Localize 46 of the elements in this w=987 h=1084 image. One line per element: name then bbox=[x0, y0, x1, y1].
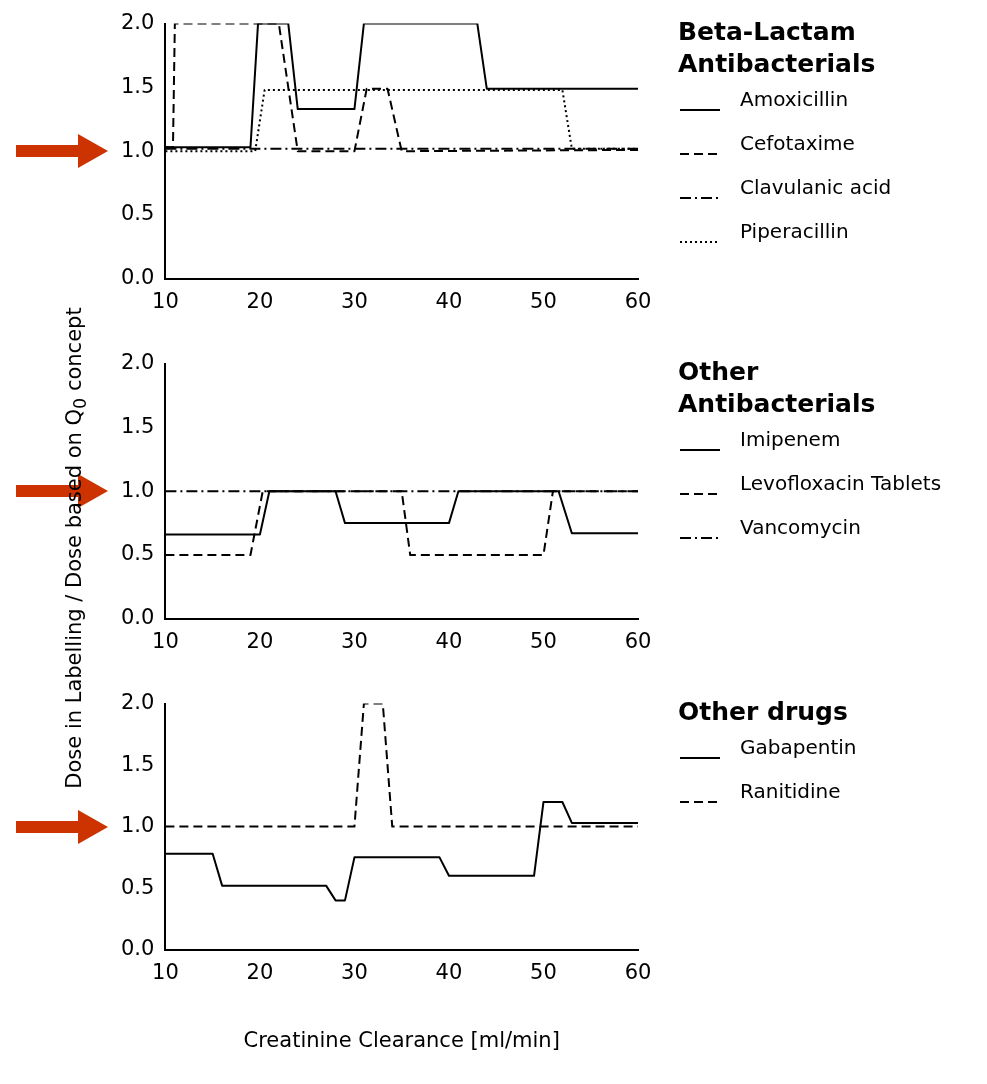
y-tick-label: 0.0 bbox=[120, 265, 155, 290]
x-tick-label: 30 bbox=[341, 628, 368, 653]
x-tick-label: 50 bbox=[530, 628, 557, 653]
y-tick-label: 2.0 bbox=[120, 10, 155, 35]
legend-label: Cefotaxime bbox=[740, 130, 856, 156]
y-tick-label: 1.0 bbox=[120, 477, 155, 502]
y-tick-label: 0.0 bbox=[120, 936, 155, 961]
x-tick-label: 60 bbox=[624, 288, 652, 313]
x-tick-label: 40 bbox=[435, 288, 463, 313]
x-tick-label: 20 bbox=[246, 288, 274, 313]
y-tick-label: 1.5 bbox=[120, 413, 155, 438]
legend-label: Vancomycin bbox=[740, 514, 862, 540]
x-tick-label: 30 bbox=[341, 288, 368, 313]
y-tick-label: 2.0 bbox=[120, 690, 155, 715]
x-tick-label: 60 bbox=[624, 628, 652, 653]
y-tick-label: 0.5 bbox=[120, 201, 155, 226]
legend-title: Other Antibacterials bbox=[678, 356, 877, 420]
legend-label: Clavulanic acid bbox=[740, 174, 893, 200]
x-tick-label: 50 bbox=[530, 959, 557, 984]
x-tick-label: 20 bbox=[246, 628, 274, 653]
x-axis-title: Creatinine Clearance [ml/min] bbox=[243, 1027, 560, 1052]
x-tick-label: 30 bbox=[341, 959, 368, 984]
y-tick-label: 0.5 bbox=[120, 541, 155, 566]
y-tick-label: 2.0 bbox=[120, 350, 155, 375]
legend-label: Piperacillin bbox=[740, 218, 850, 244]
x-tick-label: 40 bbox=[435, 959, 463, 984]
legend-label: Amoxicillin bbox=[740, 86, 850, 112]
legend-label: Gabapentin bbox=[740, 734, 858, 760]
x-tick-label: 60 bbox=[624, 959, 652, 984]
y-tick-label: 1.5 bbox=[120, 751, 155, 776]
x-tick-label: 10 bbox=[152, 628, 179, 653]
y-tick-label: 0.0 bbox=[120, 605, 155, 630]
legend-title: Beta-Lactam Antibacterials bbox=[678, 16, 877, 80]
legend-title: Other drugs bbox=[678, 696, 849, 728]
x-tick-label: 50 bbox=[530, 288, 557, 313]
legend-label: Ranitidine bbox=[740, 778, 842, 804]
y-tick-label: 0.5 bbox=[120, 874, 155, 899]
x-tick-label: 10 bbox=[152, 288, 179, 313]
x-tick-label: 40 bbox=[435, 628, 463, 653]
legend-label: Levofloxacin Tablets bbox=[740, 470, 943, 496]
y-tick-label: 1.0 bbox=[120, 137, 155, 162]
y-tick-label: 1.0 bbox=[120, 813, 155, 838]
y-tick-label: 1.5 bbox=[120, 73, 155, 98]
x-tick-label: 20 bbox=[246, 959, 274, 984]
legend-label: Imipenem bbox=[740, 426, 842, 452]
x-tick-label: 10 bbox=[152, 959, 179, 984]
